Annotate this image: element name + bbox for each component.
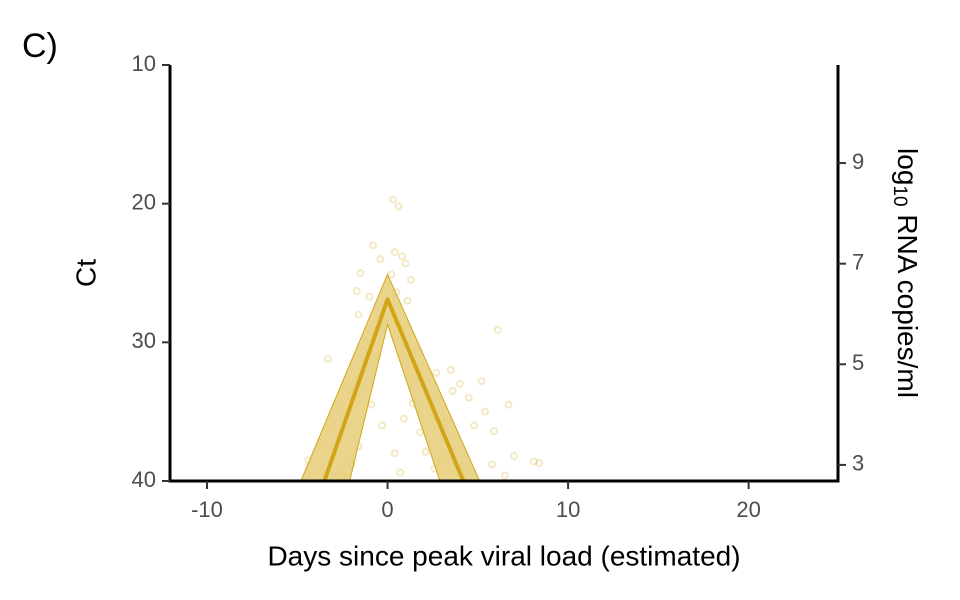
y-tick-label: 30 (132, 328, 156, 353)
data-point (403, 296, 412, 305)
data-point (369, 241, 378, 250)
data-point (448, 386, 457, 395)
data-point (378, 421, 387, 430)
data-point (354, 310, 363, 319)
y2-title-subscript: 10 (889, 185, 910, 206)
y2-tick-label: 5 (852, 350, 864, 375)
data-point (504, 400, 513, 409)
data-point (446, 366, 455, 375)
data-point (399, 414, 408, 423)
data-point (387, 270, 396, 279)
y2-tick-label: 7 (852, 250, 864, 275)
data-point (365, 292, 374, 301)
data-point (529, 457, 538, 466)
y-tick-label: 40 (132, 467, 156, 492)
data-point (407, 275, 416, 284)
x-tick-label: -10 (191, 497, 223, 522)
y2-axis-title: log10 RNA copies/ml (889, 148, 923, 398)
x-tick-label: 0 (381, 497, 393, 522)
data-point (490, 427, 499, 436)
data-point (367, 400, 376, 409)
trend-line (322, 297, 466, 482)
y2-title-base: log (892, 148, 923, 185)
data-point (352, 287, 361, 296)
y-axis-title: Ct (70, 259, 101, 287)
data-point (376, 255, 385, 264)
data-point (488, 460, 497, 469)
data-point (421, 447, 430, 456)
data-point (397, 252, 406, 261)
x-tick-label: 10 (556, 497, 580, 522)
data-point (464, 393, 473, 402)
data-point (493, 325, 502, 334)
panel-label: C) (22, 27, 58, 65)
data-point (388, 195, 397, 204)
data-point (356, 269, 365, 277)
data-point (500, 471, 509, 480)
data-point (477, 377, 486, 386)
y2-tick-label: 3 (852, 451, 864, 476)
data-point (416, 428, 425, 437)
data-point (390, 449, 399, 458)
data-point (470, 421, 479, 430)
data-point (323, 354, 332, 363)
data-point (401, 259, 410, 268)
data-point (455, 379, 464, 388)
y2-tick-label: 9 (852, 149, 864, 174)
data-point (432, 368, 441, 377)
data-point (396, 468, 405, 477)
data-point (390, 248, 399, 257)
y-tick-label: 10 (132, 51, 156, 76)
y-tick-label: 20 (132, 189, 156, 214)
data-point (394, 202, 403, 211)
data-point (509, 452, 518, 461)
x-tick-label: 20 (736, 497, 760, 522)
data-point (535, 458, 544, 467)
x-axis-title: Days since peak viral load (estimated) (267, 540, 740, 571)
data-point (481, 407, 490, 416)
y2-title-rest: RNA copies/ml (892, 207, 923, 398)
